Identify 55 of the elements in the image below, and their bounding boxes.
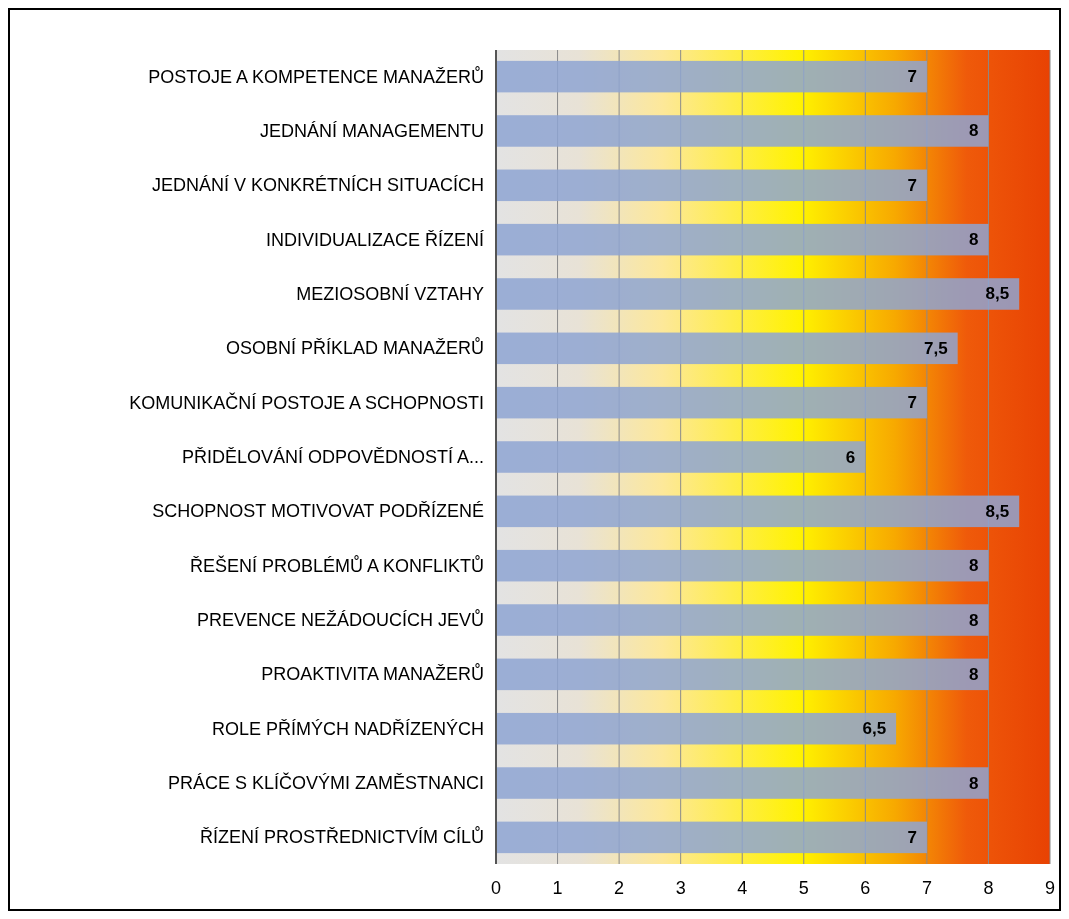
x-tick-label: 6 (860, 878, 871, 898)
data-label: 6,5 (862, 719, 887, 739)
bar (496, 658, 989, 691)
bar (496, 169, 927, 202)
y-tick-label: OSOBNÍ PŘÍKLAD MANAŽERŮ (225, 337, 484, 359)
data-label: 7 (907, 827, 917, 847)
data-label: 7 (907, 67, 917, 87)
data-label: 8 (968, 556, 979, 576)
y-tick-label: ROLE PŘÍMÝCH NADŘÍZENÝCH (211, 718, 484, 739)
data-label: 8,5 (985, 284, 1010, 304)
bar (496, 549, 989, 582)
bar (496, 386, 927, 419)
bar (496, 495, 1020, 528)
y-tick-label: JEDNÁNÍ V KONKRÉTNÍCH SITUACÍCH (151, 175, 484, 196)
x-tick-label: 7 (921, 878, 932, 898)
y-tick-label: MEZIOSOBNÍ VZTAHY (296, 283, 484, 304)
bar (496, 604, 989, 636)
x-tick-label: 0 (490, 878, 502, 898)
data-label: 8 (968, 610, 979, 630)
y-tick-label: SCHOPNOST MOTIVOVAT PODŘÍZENÉ (152, 501, 484, 522)
data-label: 8 (968, 121, 979, 141)
x-tick-label: 8 (983, 878, 994, 898)
bar (496, 712, 897, 745)
data-label: 8 (968, 773, 979, 793)
bar (496, 223, 989, 256)
x-tick-label: 2 (614, 878, 625, 898)
y-tick-label: ŘÍZENÍ PROSTŘEDNICTVÍM CÍLŮ (199, 826, 484, 848)
x-tick-label: 4 (737, 878, 748, 898)
bar (496, 60, 927, 93)
data-label: 8 (968, 230, 979, 250)
y-tick-label: JEDNÁNÍ MANAGEMENTU (259, 120, 484, 141)
bar (496, 441, 866, 473)
x-tick-label: 3 (675, 878, 686, 898)
bar (496, 278, 1020, 310)
data-label: 7 (907, 175, 917, 195)
data-label: 8 (968, 664, 979, 684)
y-tick-label: INDIVIDUALIZACE ŘÍZENÍ (265, 229, 484, 250)
data-label: 8,5 (985, 501, 1010, 521)
y-tick-label: PRÁCE S KLÍČOVÝMI ZAMĚSTNANCI (167, 772, 484, 794)
y-tick-label: ŘEŠENÍ PROBLÉMŮ A KONFLIKTŮ (189, 554, 484, 576)
data-label: 6 (845, 447, 856, 467)
y-tick-label: PROAKTIVITA MANAŽERŮ (261, 663, 484, 685)
bar (496, 332, 958, 365)
y-tick-label: PREVENCE NEŽÁDOUCÍCH JEVŮ (196, 609, 484, 631)
data-label: 7 (907, 393, 917, 413)
y-tick-label: POSTOJE A KOMPETENCE MANAŽERŮ (148, 65, 484, 87)
y-tick-label: KOMUNIKAČNÍ POSTOJE A SCHOPNOSTI (129, 391, 484, 413)
x-tick-label: 1 (552, 878, 563, 898)
y-tick-label: PŘIDĚLOVÁNÍ ODPOVĚDNOSTÍ A... (181, 447, 484, 467)
x-tick-label: 9 (1044, 878, 1056, 898)
bar (496, 115, 989, 147)
data-label: 7,5 (924, 338, 948, 358)
bar (496, 767, 989, 799)
bar (496, 821, 927, 854)
x-tick-label: 5 (798, 878, 809, 898)
